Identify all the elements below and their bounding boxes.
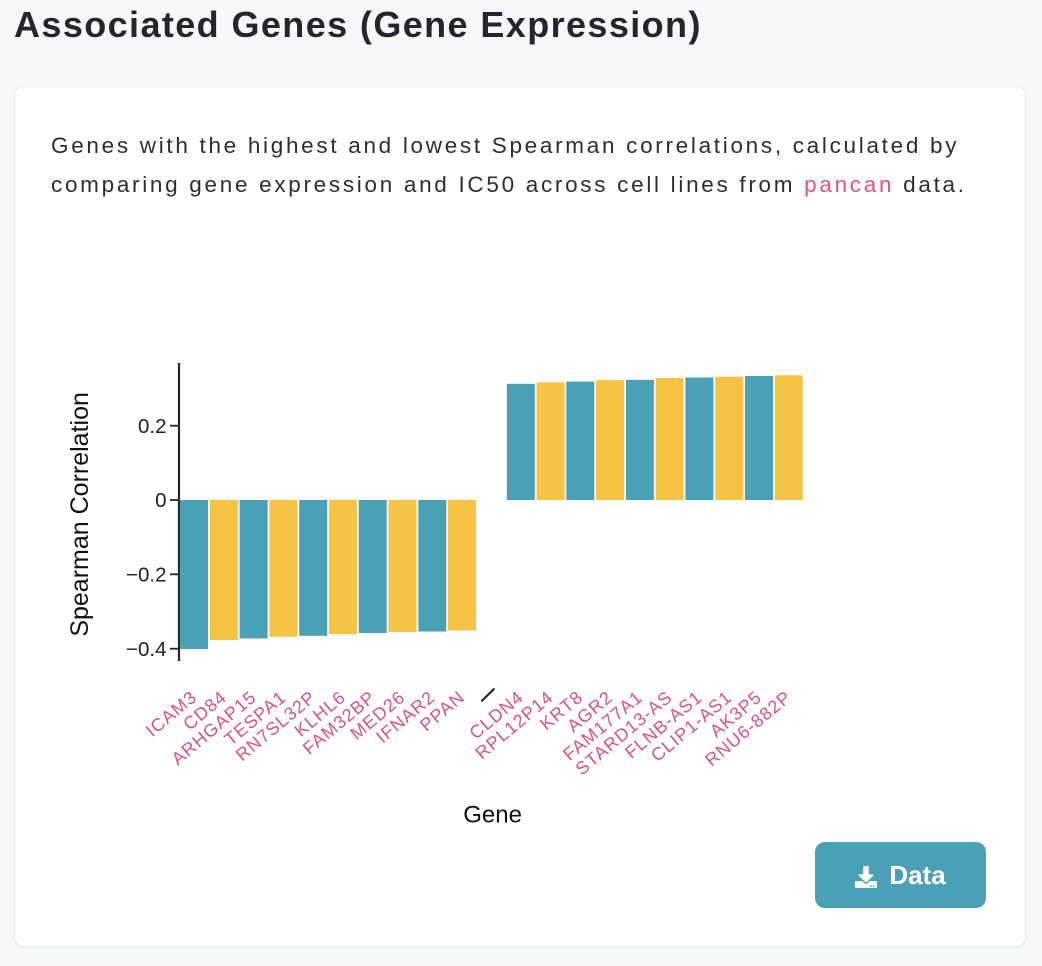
svg-text:Spearman Correlation: Spearman Correlation <box>66 392 94 637</box>
svg-text:0: 0 <box>155 489 166 512</box>
svg-text:−0.4: −0.4 <box>126 638 166 661</box>
svg-text:−0.2: −0.2 <box>126 564 166 587</box>
svg-text:0.2: 0.2 <box>138 415 167 438</box>
svg-text:Gene: Gene <box>463 802 522 829</box>
